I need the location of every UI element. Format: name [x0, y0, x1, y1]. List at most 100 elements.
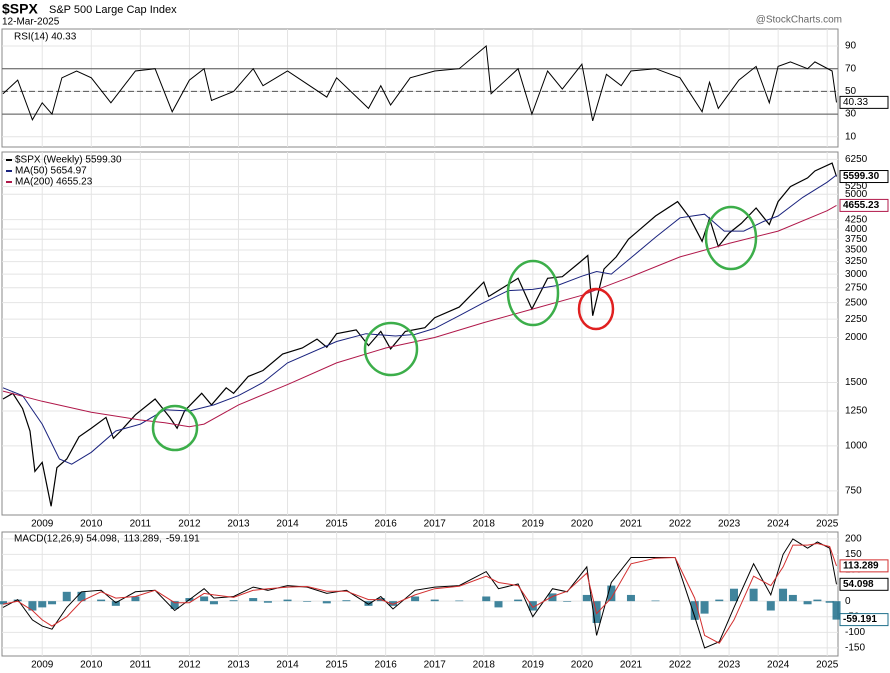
circle-annotation [704, 205, 758, 271]
y-tick-label: 6250 [845, 154, 868, 165]
x-tick-label: 2010 [80, 660, 103, 671]
x-tick-label: 2013 [227, 519, 250, 530]
histogram-bar [28, 601, 37, 611]
histogram-bar [38, 601, 47, 608]
y-tick-label: 3000 [845, 269, 868, 280]
y-tick-label: 0 [845, 596, 851, 607]
x-tick-label: 2015 [325, 519, 348, 530]
x-tick-label: 2010 [80, 519, 103, 530]
circle-annotation [506, 259, 560, 327]
histogram-bar [729, 588, 738, 602]
histogram-bar [788, 594, 797, 602]
y-tick-label: 2000 [845, 332, 868, 343]
symbol: $SPX [2, 1, 38, 17]
histogram-bar [514, 599, 523, 602]
y-tick-label: 2750 [845, 282, 868, 293]
last-value-box [839, 170, 889, 184]
x-tick-label: 2012 [178, 519, 201, 530]
legend-entry: -59.191 [166, 534, 200, 545]
series-line [2, 162, 838, 507]
legend-entry: MA(200) 4655.23 [15, 177, 93, 188]
x-tick-label: 2016 [375, 519, 398, 530]
x-tick-label: 2021 [620, 519, 643, 530]
x-tick-label: 2018 [473, 519, 496, 530]
y-tick-label: 4000 [845, 224, 868, 235]
histogram-bar [283, 599, 292, 602]
x-tick-label: 2009 [31, 660, 54, 671]
histogram-bar [766, 601, 775, 611]
histogram-bar [690, 601, 699, 620]
legend-entry: MA(50) 5654.97 [15, 166, 87, 177]
histogram-bar [411, 596, 420, 602]
histogram-bar [0, 601, 7, 605]
panel-frame [1, 151, 839, 516]
last-value-label: 113.289 [843, 561, 879, 572]
last-value-box [839, 559, 889, 573]
annotations [151, 205, 758, 452]
x-tick-label: 2016 [375, 660, 398, 671]
x-tick-label: 2024 [767, 660, 790, 671]
x-tick-label: 2022 [669, 660, 692, 671]
source: @StockCharts.com [756, 15, 842, 26]
series-line [2, 45, 837, 122]
x-tick-label: 2017 [424, 660, 447, 671]
last-value-label: -59.191 [843, 614, 877, 625]
y-tick-label: 1000 [845, 441, 868, 452]
histogram-bar [209, 601, 218, 605]
y-tick-label: 4250 [845, 214, 868, 225]
histogram-bar [342, 600, 351, 602]
panel-frame [1, 28, 839, 148]
histogram-bar [455, 600, 464, 602]
last-value-label: 5599.30 [843, 171, 880, 182]
histogram-bar [48, 601, 57, 605]
y-tick-label: 2500 [845, 297, 868, 308]
histogram-bar [607, 585, 616, 602]
histogram-bar [170, 601, 179, 609]
circle-annotation [151, 404, 199, 452]
histogram-bar [626, 594, 635, 602]
histogram-bar [200, 596, 209, 602]
y-tick-label: 2250 [845, 314, 868, 325]
x-tick-label: 2022 [669, 519, 692, 530]
histogram-bar [111, 601, 120, 606]
y-tick-label: 90 [845, 41, 857, 52]
histogram-bar [813, 599, 822, 602]
histogram-bar [322, 601, 331, 604]
histogram-bar [303, 601, 312, 602]
x-tick-label: 2025 [816, 660, 839, 671]
histogram-bar [651, 600, 660, 602]
histogram-bar [832, 601, 841, 620]
last-value-box [839, 613, 889, 627]
y-tick-label: 1250 [845, 406, 868, 417]
histogram-bar [582, 594, 591, 602]
histogram-bar [389, 601, 398, 606]
y-tick-label: 30 [845, 109, 857, 120]
y-tick-label: 10 [845, 131, 857, 142]
histogram-bar [229, 600, 238, 602]
x-tick-label: 2013 [227, 660, 250, 671]
histogram-bar [263, 601, 272, 603]
security-name: S&P 500 Large Cap Index [49, 4, 177, 16]
x-tick-label: 2020 [571, 519, 594, 530]
last-value-box [839, 198, 889, 212]
circle-annotation [577, 287, 615, 331]
y-tick-label: 1500 [845, 377, 868, 388]
x-tick-label: 2024 [767, 519, 790, 530]
circle-annotation [363, 321, 419, 377]
histogram-bar [131, 596, 140, 602]
x-tick-label: 2014 [276, 660, 299, 671]
x-tick-label: 2012 [178, 660, 201, 671]
x-tick-label: 2020 [571, 660, 594, 671]
histogram-bar [548, 593, 557, 602]
last-value-label: 54.098 [843, 579, 874, 590]
series-line [2, 542, 837, 644]
panel-frame [1, 531, 839, 657]
x-tick-label: 2018 [473, 660, 496, 671]
x-tick-label: 2014 [276, 519, 299, 530]
histogram-bar [494, 601, 503, 608]
x-tick-label: 2021 [620, 660, 643, 671]
legend-entry: 113.289, [124, 534, 162, 545]
panel-title: RSI(14) 40.33 [14, 32, 77, 43]
y-tick-label: 3500 [845, 245, 868, 256]
y-tick-label: 50 [845, 86, 857, 97]
